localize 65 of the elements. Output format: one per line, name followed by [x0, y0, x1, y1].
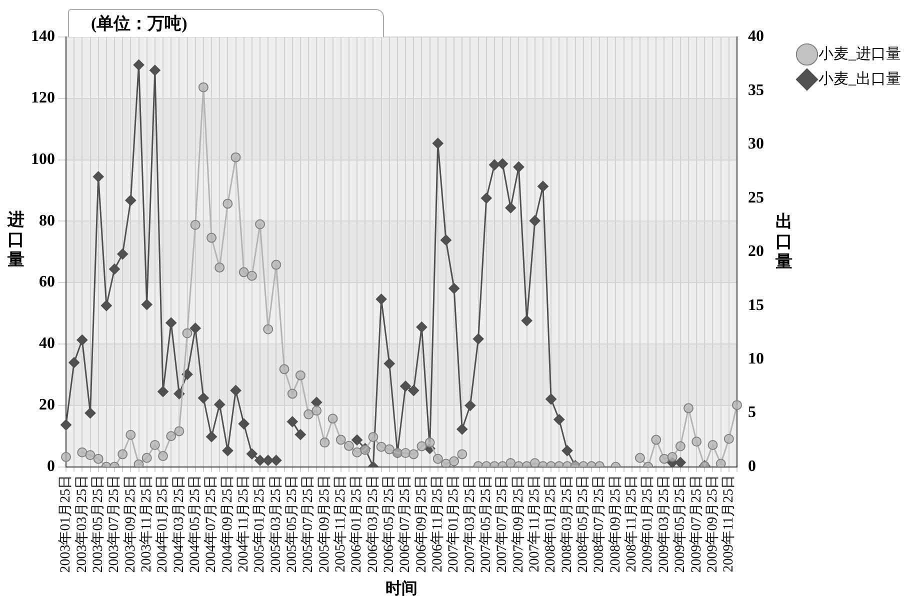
- x-axis-title: 时间: [386, 580, 418, 598]
- y2-tick-label: 10: [748, 350, 764, 368]
- chart-title: (单位：万吨): [68, 9, 384, 37]
- y2-tick-label: 15: [748, 296, 764, 314]
- x-tick-label: 2005年11月25日: [332, 474, 349, 572]
- y-tick-label: 60: [39, 274, 55, 291]
- y2-tick-label: 5: [748, 404, 756, 422]
- x-tick-label: 2005年05月25日: [284, 474, 300, 573]
- y-tick-label: 120: [31, 90, 55, 107]
- x-tick-label: 2008年03月25日: [558, 474, 575, 573]
- x-tick-label: 2007年07月25日: [494, 474, 510, 573]
- x-tick-label: 2004年01月25日: [154, 474, 171, 573]
- x-tick-label: 2008年07月25日: [591, 474, 608, 573]
- y-tick-label: 80: [39, 212, 55, 230]
- y2-axis-title: 出口量: [774, 212, 794, 272]
- y2-tick-label: 30: [748, 136, 764, 153]
- x-tick-label: 2007年05月25日: [478, 474, 494, 573]
- x-tick-label: 2009年01月25日: [640, 474, 656, 573]
- x-tick-label: 2006年03月25日: [364, 474, 381, 573]
- x-tick-label: 2006年09月25日: [413, 474, 430, 573]
- x-tick-label: 2004年07月25日: [203, 474, 220, 573]
- x-tick-label: 2005年03月25日: [268, 474, 284, 573]
- x-tick-label: 2007年03月25日: [462, 474, 478, 573]
- x-tick-label: 2007年09月25日: [510, 474, 526, 573]
- x-tick-label: 2005年09月25日: [316, 474, 332, 573]
- x-tick-label: 2003年09月25日: [122, 474, 138, 573]
- x-tick-label: 2004年03月25日: [170, 474, 187, 573]
- x-tick-label: 2003年11月25日: [138, 474, 155, 572]
- x-tick-label: 2009年03月25日: [656, 474, 672, 573]
- y-tick-label: 20: [39, 396, 55, 414]
- legend-label: 小麦_进口量: [818, 45, 901, 62]
- x-tick-label: 2007年01月25日: [446, 474, 462, 573]
- x-tick-label: 2005年01月25日: [252, 474, 268, 573]
- x-tick-label: 2007年11月25日: [526, 474, 543, 572]
- x-tick-label: 2009年05月25日: [672, 474, 688, 573]
- x-tick-label: 2009年07月25日: [688, 474, 704, 573]
- y-tick-label: 100: [31, 150, 55, 168]
- y2-tick-label: 40: [748, 28, 764, 46]
- x-tick-label: 2004年11月25日: [236, 474, 252, 572]
- x-tick-label: 2009年11月25日: [720, 474, 737, 572]
- x-tick-label: 2008年11月25日: [624, 474, 640, 572]
- x-tick-label: 2004年05月25日: [187, 474, 204, 573]
- x-tick-label: 2006年01月25日: [348, 474, 365, 573]
- y-axis-title: 进口量: [6, 210, 26, 270]
- y2-tick-label: 20: [748, 243, 764, 260]
- x-tick-label: 2005年07月25日: [300, 474, 316, 573]
- y-tick-label: 140: [31, 28, 55, 46]
- x-tick-label: 2008年05月25日: [575, 474, 592, 573]
- x-tick-label: 2006年11月25日: [430, 474, 446, 572]
- x-tick-label: 2008年01月25日: [542, 474, 559, 573]
- y-tick-label: 0: [47, 458, 55, 475]
- x-tick-label: 2009年09月25日: [704, 474, 720, 573]
- x-tick-label: 2003年01月25日: [58, 474, 74, 573]
- x-tick-label: 2003年07月25日: [106, 474, 122, 573]
- y2-tick-label: 25: [748, 189, 764, 206]
- x-tick-label: 2003年03月25日: [74, 474, 90, 573]
- legend-label: 小麦_出口量: [818, 70, 901, 88]
- x-tick-label: 2006年05月25日: [381, 474, 398, 573]
- x-tick-label: 2004年09月25日: [219, 474, 236, 573]
- y-tick-label: 40: [39, 335, 55, 352]
- x-tick-label: 2006年07月25日: [397, 474, 414, 573]
- x-tick-label: 2003年05月25日: [90, 474, 106, 573]
- y2-tick-label: 35: [748, 82, 764, 99]
- x-tick-label: 2008年09月25日: [607, 474, 624, 573]
- y2-tick-label: 0: [748, 458, 756, 475]
